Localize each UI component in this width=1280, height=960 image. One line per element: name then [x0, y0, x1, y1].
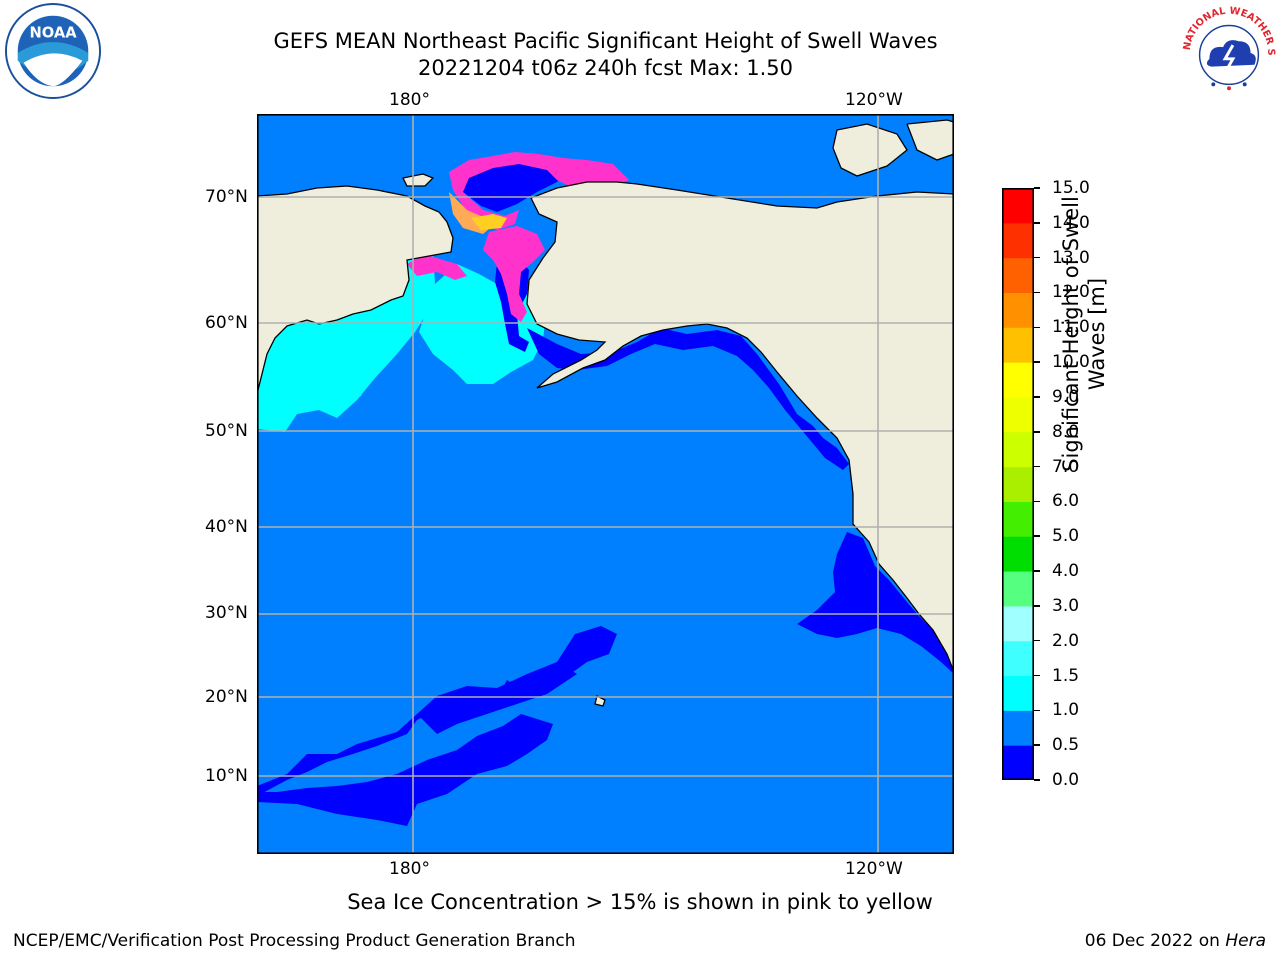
colorbar-tick	[1034, 187, 1040, 189]
coastlines	[257, 119, 954, 707]
colorbar-tick-label: 14.0	[1052, 212, 1090, 233]
colorbar-title: Significant Height of Swell Waves [m]	[1059, 196, 1109, 472]
colorbar-tick-label: 13.0	[1052, 247, 1090, 268]
colorbar-tick-label: 4.0	[1052, 561, 1080, 582]
colorbar-tick-label: 15.0	[1052, 178, 1090, 198]
colorbar-tick-label: 0.5	[1052, 735, 1080, 756]
colorbar-tick	[1034, 744, 1040, 746]
colorbar-segment	[1002, 675, 1034, 711]
colorbar-tick-label: 12.0	[1052, 282, 1090, 303]
swell-region-1-1.5m-north	[287, 354, 369, 410]
lat-tick-30n: 30°N	[205, 603, 248, 623]
colorbar-tick-label: 11.0	[1052, 317, 1090, 338]
colorbar-segment	[1002, 571, 1034, 607]
colorbar-tick-label: 8.0	[1052, 421, 1080, 442]
sea-ice-bering	[483, 226, 545, 322]
colorbar-tick	[1034, 500, 1040, 503]
colorbar-segment	[1002, 745, 1034, 780]
swell-region-0-0.5m-south	[257, 626, 617, 796]
colorbar-tick	[1034, 256, 1040, 259]
colorbar-segment	[1002, 431, 1034, 468]
swell-height-map	[257, 114, 954, 854]
lat-tick-60n: 60°N	[205, 313, 248, 333]
colorbar-tick	[1034, 431, 1040, 433]
colorbar-segment	[1002, 396, 1034, 433]
swell-region-0-0.5m-hawaii	[417, 662, 577, 734]
lat-tick-10n: 10°N	[205, 766, 248, 786]
lon-tick-top-180: 180°	[389, 90, 430, 110]
colorbar-tick-label: 3.0	[1052, 595, 1080, 616]
chart-subtitle: 20221204 t06z 240h fcst Max: 1.50	[418, 56, 793, 80]
colorbar-tick	[1034, 674, 1040, 677]
sea-ice-yellow-band	[471, 214, 507, 230]
colorbar-segment	[1002, 362, 1034, 398]
colorbar-tick-label: 1.0	[1052, 700, 1080, 721]
colorbar-tick	[1034, 570, 1040, 572]
colorbar-tick	[1034, 605, 1040, 607]
sea-ice-siberia-edge	[407, 254, 467, 280]
colorbar-tick-label: 10.0	[1052, 352, 1090, 373]
colorbar-tick-label: 9.0	[1052, 386, 1080, 407]
nws-logo: NATIONAL WEATHER SERVICE	[1180, 2, 1276, 99]
noaa-logo: NOAA	[4, 2, 102, 100]
colorbar-segment	[1002, 222, 1034, 259]
colorbar-segment	[1002, 466, 1034, 502]
colorbar	[1002, 188, 1034, 780]
land-siberia	[257, 186, 453, 394]
colorbar-tick-label: 6.0	[1052, 491, 1080, 512]
credit-text: NCEP/EMC/Verification Post Processing Pr…	[13, 931, 576, 951]
swell-region-0-0.5m-california	[797, 532, 954, 674]
lon-tick-bottom-180: 180°	[389, 859, 430, 879]
colorbar-tick	[1034, 709, 1040, 712]
colorbar-segment	[1002, 710, 1034, 746]
swell-region-0-0.5m-south-lower	[257, 714, 553, 826]
land-north-america	[527, 182, 954, 672]
lon-tick-bottom-120w: 120°W	[845, 859, 903, 879]
colorbar-tick-label: 0.0	[1052, 770, 1080, 790]
sea-ice-chukchi	[449, 152, 629, 230]
lat-tick-20n: 20°N	[205, 687, 248, 707]
lon-tick-top-120w: 120°W	[845, 90, 903, 110]
noaa-logo-text: NOAA	[29, 24, 77, 41]
land-kamchatka-tip	[257, 292, 291, 320]
host-name: Hera	[1225, 931, 1266, 951]
colorbar-tick	[1034, 535, 1040, 537]
land-hawaii	[595, 696, 605, 706]
chart-title: GEFS MEAN Northeast Pacific Significant …	[273, 29, 938, 53]
map-frame	[257, 114, 954, 854]
colorbar-segment	[1002, 327, 1034, 363]
colorbar-tick	[1034, 222, 1040, 224]
colorbar-tick-label: 2.0	[1052, 630, 1080, 651]
date-text: 06 Dec 2022 on Hera	[1085, 931, 1266, 951]
colorbar-segment	[1002, 257, 1034, 293]
lat-tick-70n: 70°N	[205, 187, 248, 207]
date-prefix: 06 Dec 2022 on	[1084, 931, 1226, 951]
colorbar-tick	[1034, 639, 1040, 642]
lat-tick-50n: 50°N	[205, 421, 248, 441]
swell-region-0-0.5m-alaska-coast	[527, 328, 849, 470]
colorbar-tick	[1034, 291, 1040, 294]
colorbar-tick-label: 5.0	[1052, 526, 1080, 547]
colorbar-tick-label: 7.0	[1052, 456, 1080, 477]
colorbar-tick	[1034, 326, 1040, 329]
graticule	[257, 114, 954, 854]
sea-ice-note: Sea Ice Concentration > 15% is shown in …	[347, 890, 933, 914]
colorbar-tick	[1034, 361, 1040, 363]
colorbar-segment	[1002, 640, 1034, 677]
land-banks-island	[833, 124, 907, 176]
colorbar-tick	[1034, 465, 1040, 468]
lat-tick-40n: 40°N	[205, 517, 248, 537]
colorbar-segment	[1002, 605, 1034, 642]
colorbar-tick-label: 1.5	[1052, 665, 1080, 686]
colorbar-segment	[1002, 188, 1034, 224]
colorbar-segment	[1002, 292, 1034, 328]
colorbar-segment	[1002, 501, 1034, 537]
colorbar-tick	[1034, 779, 1040, 781]
colorbar-segment	[1002, 536, 1034, 572]
land-victoria-island	[907, 120, 954, 160]
colorbar-tick	[1034, 396, 1040, 398]
